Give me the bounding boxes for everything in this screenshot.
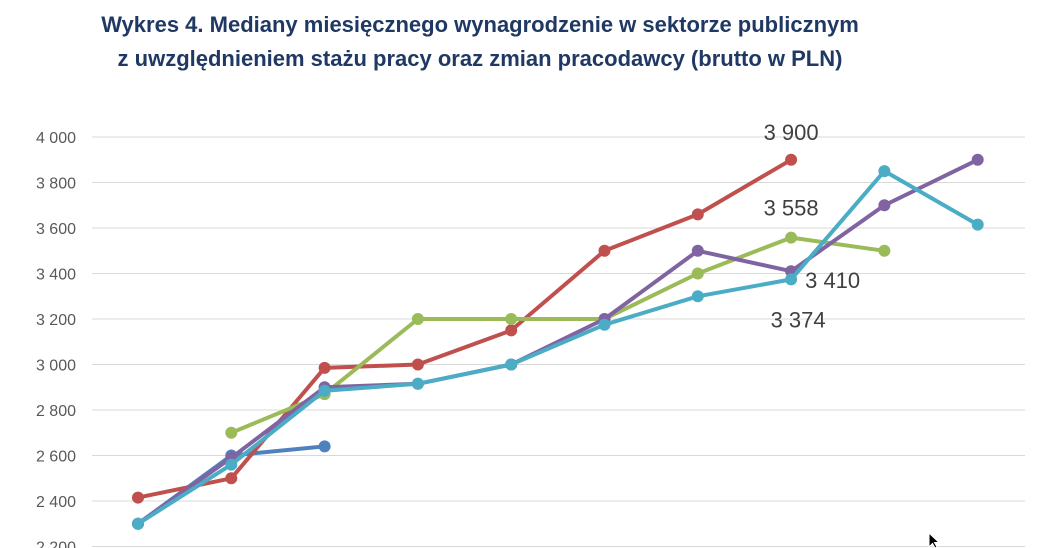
data-point	[411, 377, 424, 390]
data-point	[971, 153, 984, 166]
gridlines	[92, 136, 1025, 547]
data-point	[505, 324, 518, 337]
data-point	[132, 517, 144, 530]
data-point	[785, 153, 798, 166]
data-point	[785, 273, 798, 286]
data-point	[225, 458, 238, 471]
data-point	[971, 218, 984, 231]
data-point	[225, 472, 238, 485]
data-label: 3 410	[805, 268, 860, 293]
data-label: 3 900	[764, 120, 819, 145]
data-point	[878, 199, 891, 212]
data-point	[318, 440, 331, 453]
data-label: 3 558	[764, 196, 819, 221]
data-label: 3 374	[771, 307, 826, 332]
series-4	[132, 153, 984, 530]
y-tick-label: 2 400	[36, 494, 76, 511]
y-axis-tick-labels: 2 200 2 400 2 600 2 800 3 000 3 200 3 400 3 600…	[36, 130, 76, 548]
chart-title-line-1: Wykres 4. Mediany miesięcznego wynagrodz…	[101, 12, 859, 37]
data-point	[505, 358, 518, 371]
y-tick-label: 3 200	[36, 312, 76, 329]
y-tick-label: 3 400	[36, 267, 76, 284]
series-line	[136, 169, 979, 526]
y-tick-label: 2 600	[36, 449, 76, 466]
data-point	[691, 267, 704, 280]
data-point	[878, 165, 891, 178]
data-point	[318, 384, 331, 397]
series-5	[132, 165, 984, 530]
data-point	[598, 244, 611, 257]
data-point	[225, 426, 238, 439]
series-line	[136, 158, 979, 526]
series-line	[137, 158, 793, 500]
mouse-pointer-icon	[928, 532, 941, 548]
series-line	[230, 235, 885, 435]
y-tick-label: 4 000	[36, 130, 76, 147]
series-lines	[132, 153, 984, 530]
data-point	[878, 244, 891, 257]
data-labels: 3 900 3 558 3 410 3 374	[764, 120, 861, 333]
data-point	[598, 318, 611, 331]
data-point	[691, 244, 704, 257]
series-2	[132, 153, 798, 504]
data-point	[318, 361, 331, 374]
chart-title: Wykres 4. Mediany miesięcznego wynagrodz…	[0, 8, 960, 76]
data-point	[505, 313, 518, 325]
data-point	[132, 491, 144, 504]
series-3	[225, 231, 891, 439]
y-tick-label: 3 800	[36, 176, 76, 193]
data-point	[691, 290, 704, 303]
data-point	[691, 208, 704, 221]
y-tick-label: 3 600	[36, 221, 76, 238]
chart-title-line-2: z uwzględnieniem stażu pracy oraz zmian …	[117, 46, 843, 71]
y-tick-label: 2 800	[36, 403, 76, 420]
data-point	[411, 358, 424, 371]
y-tick-label: 2 200	[36, 540, 76, 548]
data-point	[785, 231, 798, 244]
y-tick-label: 3 000	[36, 358, 76, 375]
data-point	[411, 313, 424, 325]
